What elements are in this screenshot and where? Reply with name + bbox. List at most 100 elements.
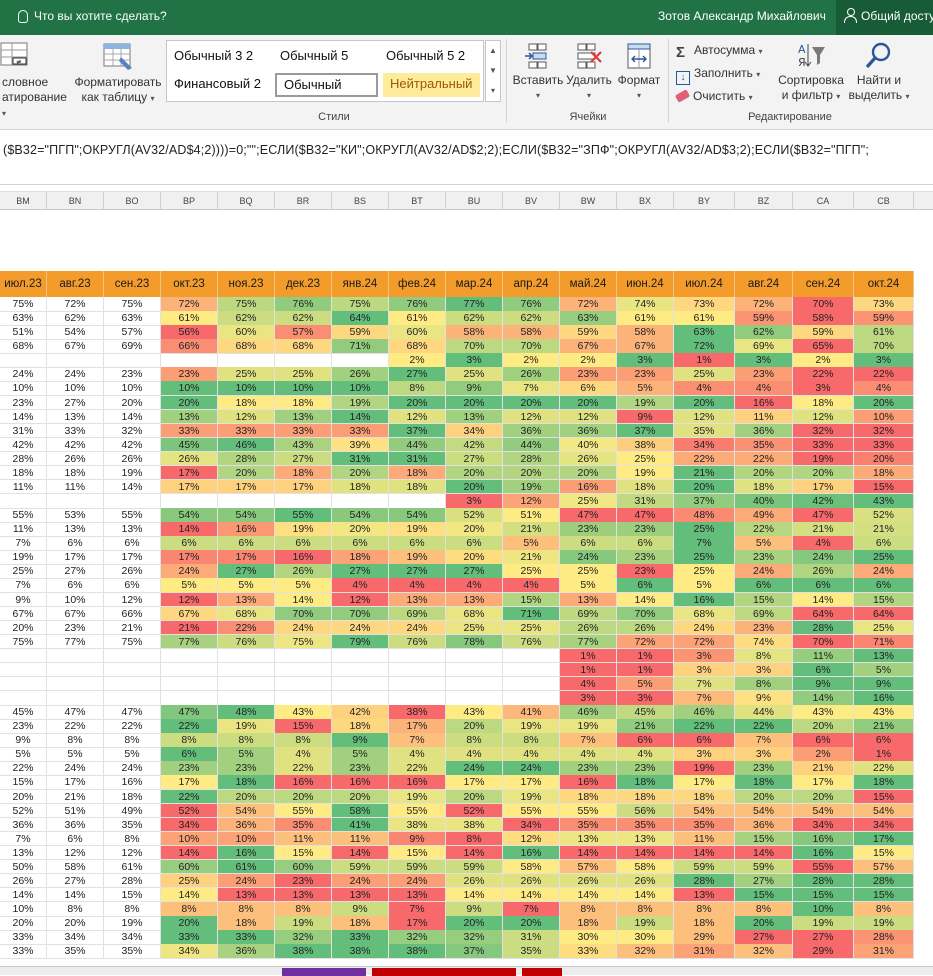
data-cell[interactable] — [161, 691, 218, 706]
data-cell[interactable]: 25% — [674, 522, 735, 537]
data-cell[interactable]: 59% — [674, 859, 735, 875]
data-cell[interactable]: 25% — [674, 367, 735, 382]
data-cell[interactable]: 20% — [503, 916, 560, 931]
data-cell[interactable]: 11% — [332, 831, 389, 847]
data-cell[interactable]: 41% — [332, 817, 389, 833]
data-cell[interactable]: 70% — [332, 606, 389, 622]
data-cell[interactable]: 7% — [735, 733, 793, 748]
data-cell[interactable]: 18% — [332, 916, 389, 931]
data-cell[interactable]: 23% — [104, 367, 161, 382]
data-cell[interactable]: 58% — [617, 325, 674, 340]
data-cell[interactable]: 8% — [674, 902, 735, 917]
format-as-table-button[interactable]: Форматировать как таблицу ▾ — [72, 41, 164, 106]
clear-button[interactable]: Очистить ▾ — [674, 85, 753, 107]
data-cell[interactable]: 23% — [617, 761, 674, 776]
data-cell[interactable]: 45% — [617, 705, 674, 720]
data-cell[interactable]: 20% — [446, 522, 503, 537]
data-cell[interactable]: 59% — [735, 859, 793, 875]
data-cell[interactable]: 6% — [617, 536, 674, 551]
data-cell[interactable]: 20% — [503, 395, 560, 411]
data-cell[interactable]: 6% — [47, 536, 104, 551]
data-cell[interactable]: 1% — [854, 747, 914, 762]
data-cell[interactable] — [104, 353, 161, 368]
data-cell[interactable]: 20% — [446, 789, 503, 805]
data-cell[interactable]: 17% — [161, 775, 218, 790]
data-cell[interactable]: 8% — [735, 902, 793, 917]
data-cell[interactable]: 8% — [389, 381, 446, 396]
data-cell[interactable]: 5% — [674, 578, 735, 593]
data-cell[interactable]: 75% — [0, 634, 47, 650]
data-cell[interactable]: 20% — [0, 789, 47, 805]
data-cell[interactable]: 16% — [389, 775, 446, 790]
data-cell[interactable]: 6% — [332, 536, 389, 551]
data-cell[interactable]: 27% — [446, 451, 503, 467]
insert-cells-button[interactable]: Вставить ▾ — [512, 41, 564, 103]
data-cell[interactable]: 70% — [617, 606, 674, 622]
data-cell[interactable]: 40% — [735, 494, 793, 509]
data-cell[interactable]: 22% — [735, 522, 793, 537]
data-cell[interactable]: 19% — [503, 789, 560, 805]
data-cell[interactable]: 9% — [332, 902, 389, 917]
data-cell[interactable] — [0, 648, 47, 664]
data-cell[interactable]: 12% — [674, 409, 735, 425]
data-cell[interactable]: 31% — [674, 944, 735, 959]
data-cell[interactable]: 7% — [389, 733, 446, 748]
data-cell[interactable] — [0, 494, 47, 509]
data-cell[interactable]: 69% — [389, 606, 446, 622]
data-cell[interactable]: 9% — [854, 676, 914, 692]
data-cell[interactable]: 17% — [218, 550, 275, 565]
data-cell[interactable]: 15% — [793, 887, 854, 903]
data-cell[interactable]: 20% — [218, 465, 275, 481]
data-cell[interactable]: 18% — [793, 395, 854, 411]
data-cell[interactable]: 61% — [674, 311, 735, 326]
data-cell[interactable]: 18% — [735, 775, 793, 790]
data-cell[interactable]: 57% — [104, 325, 161, 340]
data-cell[interactable]: 17% — [446, 775, 503, 790]
data-cell[interactable]: 61% — [389, 311, 446, 326]
data-cell[interactable]: 20% — [446, 395, 503, 411]
data-cell[interactable]: 23% — [735, 761, 793, 776]
data-cell[interactable]: 11% — [674, 831, 735, 847]
data-cell[interactable]: 36% — [218, 944, 275, 959]
month-header[interactable]: июл.24 — [674, 271, 735, 297]
data-cell[interactable] — [104, 648, 161, 664]
data-cell[interactable]: 14% — [332, 409, 389, 425]
data-cell[interactable] — [161, 676, 218, 692]
data-cell[interactable]: 53% — [47, 508, 104, 523]
data-cell[interactable]: 24% — [503, 761, 560, 776]
data-cell[interactable]: 24% — [104, 761, 161, 776]
data-cell[interactable]: 70% — [503, 339, 560, 354]
data-cell[interactable]: 44% — [503, 437, 560, 453]
data-cell[interactable]: 18% — [560, 916, 617, 931]
data-cell[interactable]: 8% — [446, 831, 503, 847]
data-cell[interactable]: 67% — [161, 606, 218, 622]
data-cell[interactable]: 73% — [854, 297, 914, 312]
data-cell[interactable]: 20% — [674, 395, 735, 411]
data-cell[interactable]: 51% — [0, 325, 47, 340]
data-cell[interactable]: 8% — [560, 902, 617, 917]
data-cell[interactable]: 32% — [389, 930, 446, 945]
data-cell[interactable]: 15% — [854, 592, 914, 608]
data-cell[interactable]: 9% — [617, 409, 674, 425]
data-cell[interactable]: 7% — [503, 381, 560, 396]
data-cell[interactable]: 54% — [218, 508, 275, 523]
data-cell[interactable]: 14% — [104, 479, 161, 495]
data-cell[interactable]: 26% — [47, 451, 104, 467]
data-cell[interactable]: 19% — [503, 479, 560, 495]
data-cell[interactable]: 32% — [735, 944, 793, 959]
data-cell[interactable] — [446, 648, 503, 664]
data-cell[interactable]: 15% — [389, 845, 446, 861]
data-cell[interactable]: 33% — [854, 437, 914, 453]
data-cell[interactable]: 20% — [560, 465, 617, 481]
data-cell[interactable]: 60% — [161, 859, 218, 875]
data-cell[interactable]: 23% — [617, 550, 674, 565]
share-button[interactable]: Общий доступ — [836, 0, 933, 35]
data-cell[interactable]: 16% — [104, 775, 161, 790]
month-header[interactable]: окт.23 — [161, 271, 218, 297]
data-cell[interactable]: 8% — [104, 902, 161, 917]
data-cell[interactable]: 16% — [854, 691, 914, 706]
data-cell[interactable]: 52% — [446, 803, 503, 819]
data-cell[interactable]: 22% — [854, 761, 914, 776]
data-cell[interactable]: 5% — [47, 747, 104, 762]
data-cell[interactable]: 6% — [104, 536, 161, 551]
